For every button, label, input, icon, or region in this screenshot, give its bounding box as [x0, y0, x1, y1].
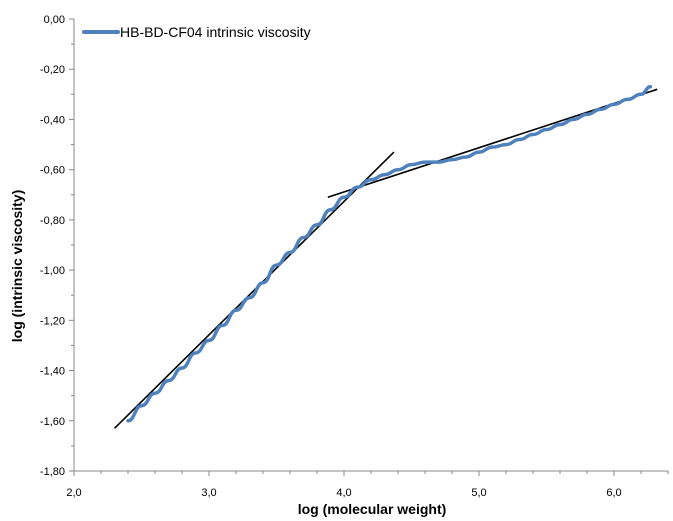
- y-tick-label: -1,20: [40, 315, 65, 327]
- y-tick-label: -1,80: [40, 466, 65, 478]
- tick-labels: 0,00 -0,20 -0,40 -0,60 -0,80 -1,00 -1,20 -1,40 -…: [40, 14, 622, 499]
- y-tick-label: -0,80: [40, 215, 65, 227]
- fit-line: [327, 88, 658, 199]
- y-tick-label: 0,00: [44, 14, 65, 26]
- series-line: [126, 85, 653, 423]
- y-tick-label: -0,60: [40, 165, 65, 177]
- y-tick-label: -0,40: [40, 114, 65, 126]
- y-axis-title: log (intrinsic viscosity): [9, 190, 25, 342]
- legend-label: HB-BD-CF04 intrinsic viscosity: [120, 24, 311, 40]
- axes: [69, 18, 669, 476]
- x-tick-label: 2,0: [66, 487, 81, 499]
- x-tick-label: 4,0: [336, 487, 351, 499]
- y-tick-label: -0,20: [40, 64, 65, 76]
- x-tick-label: 5,0: [471, 487, 486, 499]
- fit-line: [113, 151, 395, 429]
- legend: HB-BD-CF04 intrinsic viscosity: [82, 24, 311, 40]
- x-axis-title: log (molecular weight): [298, 501, 447, 517]
- series-lines: [126, 85, 653, 423]
- y-tick-label: -1,00: [40, 265, 65, 277]
- y-tick-label: -1,40: [40, 366, 65, 378]
- x-tick-label: 3,0: [201, 487, 216, 499]
- y-tick-label: -1,60: [40, 416, 65, 428]
- fit-lines: [113, 88, 658, 429]
- x-tick-label: 6,0: [606, 487, 621, 499]
